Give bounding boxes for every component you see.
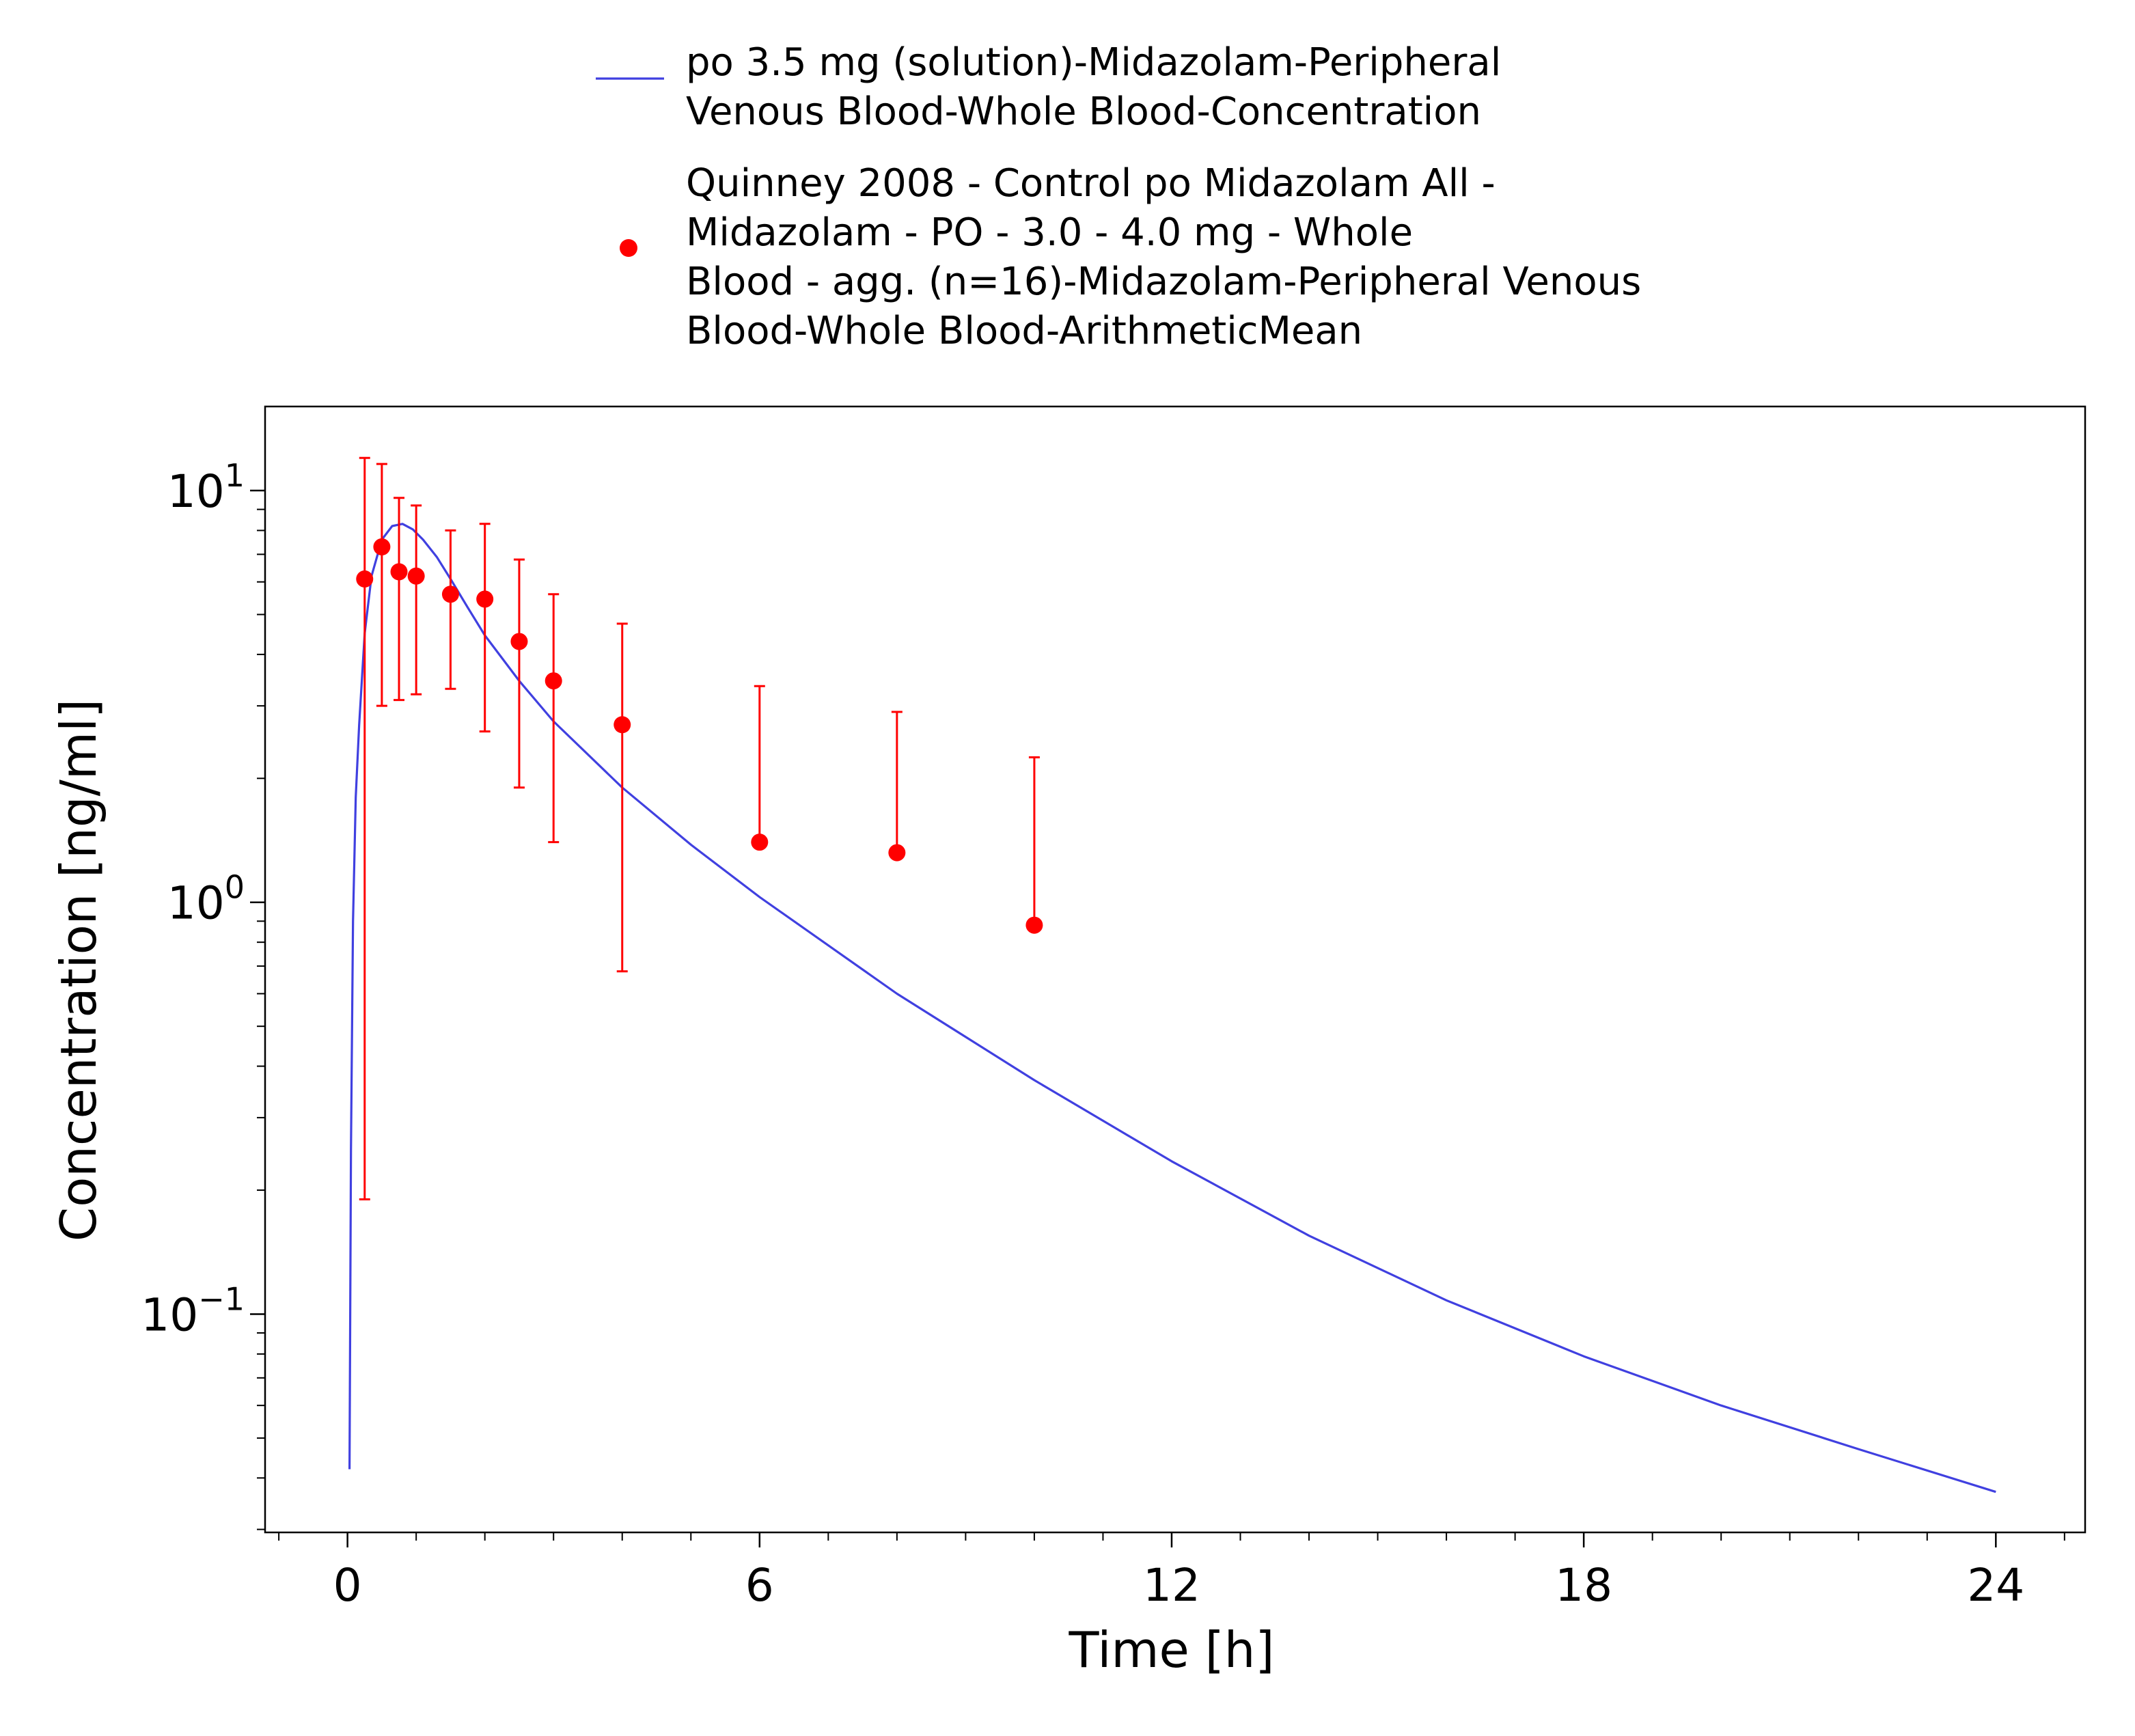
x-tick-label: 6 — [745, 1559, 774, 1612]
data-point — [888, 844, 906, 862]
data-point — [390, 563, 408, 581]
x-tick-label: 18 — [1555, 1559, 1612, 1612]
data-point — [407, 567, 425, 585]
x-tick-label: 0 — [333, 1559, 362, 1612]
data-point — [510, 633, 528, 650]
legend: po 3.5 mg (solution)-Midazolam-Periphera… — [596, 40, 1641, 353]
plot-frame — [264, 405, 2086, 1534]
x-axis: 0 6 12 18 24 — [333, 1532, 2024, 1612]
data-point — [1025, 916, 1043, 934]
y-axis-label: Concentration [ng/ml] — [50, 699, 107, 1241]
data-point — [751, 833, 769, 851]
data-point — [373, 538, 391, 555]
y-tick-label: 10−1 — [141, 1280, 245, 1341]
legend-label-observed: Blood-Whole Blood-ArithmeticMean — [686, 309, 1362, 353]
y-axis: 10−1 100 101 — [141, 457, 265, 1341]
legend-label-simulation: Venous Blood-Whole Blood-Concentration — [686, 89, 1481, 134]
data-point — [441, 585, 459, 603]
legend-label-observed: Midazolam - PO - 3.0 - 4.0 mg - Whole — [686, 210, 1413, 255]
simulation-line — [348, 523, 1996, 1493]
minor-ticks — [257, 508, 2065, 1541]
legend-label-simulation: po 3.5 mg (solution)-Midazolam-Periphera… — [686, 40, 1501, 85]
x-axis-label: Time [h] — [1069, 1621, 1275, 1679]
x-tick-label: 12 — [1143, 1559, 1200, 1612]
plot-area: 0 6 12 18 24 10−1 100 101 — [141, 405, 2086, 1612]
data-point — [545, 672, 562, 690]
x-tick-label: 24 — [1967, 1559, 2024, 1612]
y-tick-label: 101 — [167, 457, 245, 518]
legend-label-observed: Quinney 2008 - Control po Midazolam All … — [686, 161, 1496, 206]
data-point — [476, 590, 494, 608]
series-simulation — [348, 523, 1996, 1493]
legend-swatch-observed — [620, 239, 637, 257]
data-point — [356, 570, 374, 588]
legend-label-observed: Blood - agg. (n=16)-Midazolam-Peripheral… — [686, 260, 1641, 304]
series-observed — [356, 456, 1043, 1200]
data-point — [614, 716, 631, 734]
y-tick-label: 100 — [167, 869, 245, 930]
